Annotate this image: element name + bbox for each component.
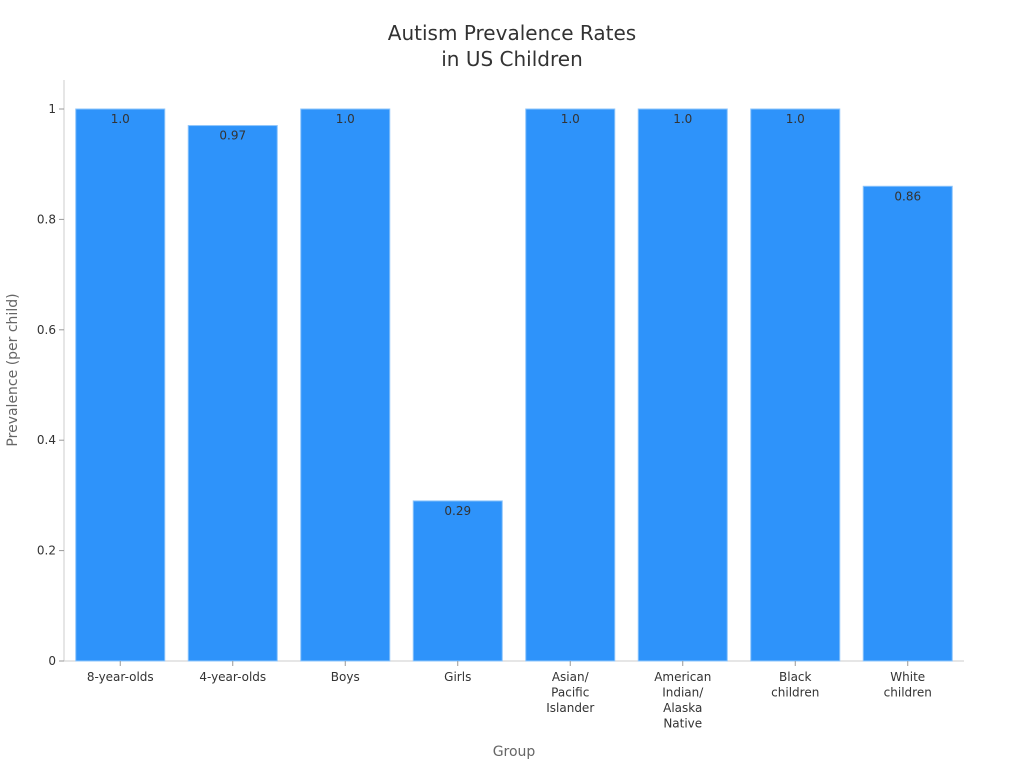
bar: [525, 108, 616, 662]
bar: [862, 185, 953, 662]
y-tick-label: 0.2: [37, 544, 56, 558]
data-label: 0.86: [894, 189, 921, 203]
x-tick-label: children: [771, 686, 819, 700]
x-tick-label: Native: [663, 717, 702, 731]
data-label: 1.0: [786, 112, 805, 126]
y-tick-label: 0.4: [37, 433, 56, 447]
data-label: 1.0: [673, 112, 692, 126]
bar: [187, 125, 278, 662]
x-tick-label: American: [654, 670, 711, 684]
x-tick-label: Boys: [331, 670, 360, 684]
x-tick-label: Black: [779, 670, 812, 684]
y-tick-label: 0.6: [37, 323, 56, 337]
x-tick-label: 8-year-olds: [87, 670, 154, 684]
bar: [75, 108, 166, 662]
x-tick-label: children: [884, 686, 932, 700]
y-tick-label: 0.8: [37, 212, 56, 226]
x-tick-label: Girls: [444, 670, 471, 684]
x-tick-label: Indian/: [662, 686, 704, 700]
bar: [412, 500, 503, 662]
data-label: 0.29: [444, 504, 471, 518]
y-tick-label: 0: [48, 654, 56, 668]
x-tick-label: 4-year-olds: [199, 670, 266, 684]
x-tick-label: Islander: [546, 701, 594, 715]
bar: [300, 108, 391, 662]
data-label: 0.97: [219, 129, 246, 143]
chart-title-line-1: Autism Prevalence Rates: [388, 21, 636, 45]
data-label: 1.0: [111, 112, 130, 126]
bar: [750, 108, 841, 662]
y-tick-label: 1: [48, 102, 56, 116]
chart-title-line-2: in US Children: [441, 47, 583, 71]
x-axis-label: Group: [493, 744, 536, 760]
y-axis-label: Prevalence (per child): [5, 293, 21, 446]
data-label: 1.0: [561, 112, 580, 126]
data-label: 1.0: [336, 112, 355, 126]
x-tick-label: Pacific: [551, 686, 589, 700]
x-tick-label: White: [890, 670, 925, 684]
x-tick-label: Alaska: [663, 701, 702, 715]
bar: [637, 108, 728, 662]
x-tick-label: Asian/: [552, 670, 590, 684]
